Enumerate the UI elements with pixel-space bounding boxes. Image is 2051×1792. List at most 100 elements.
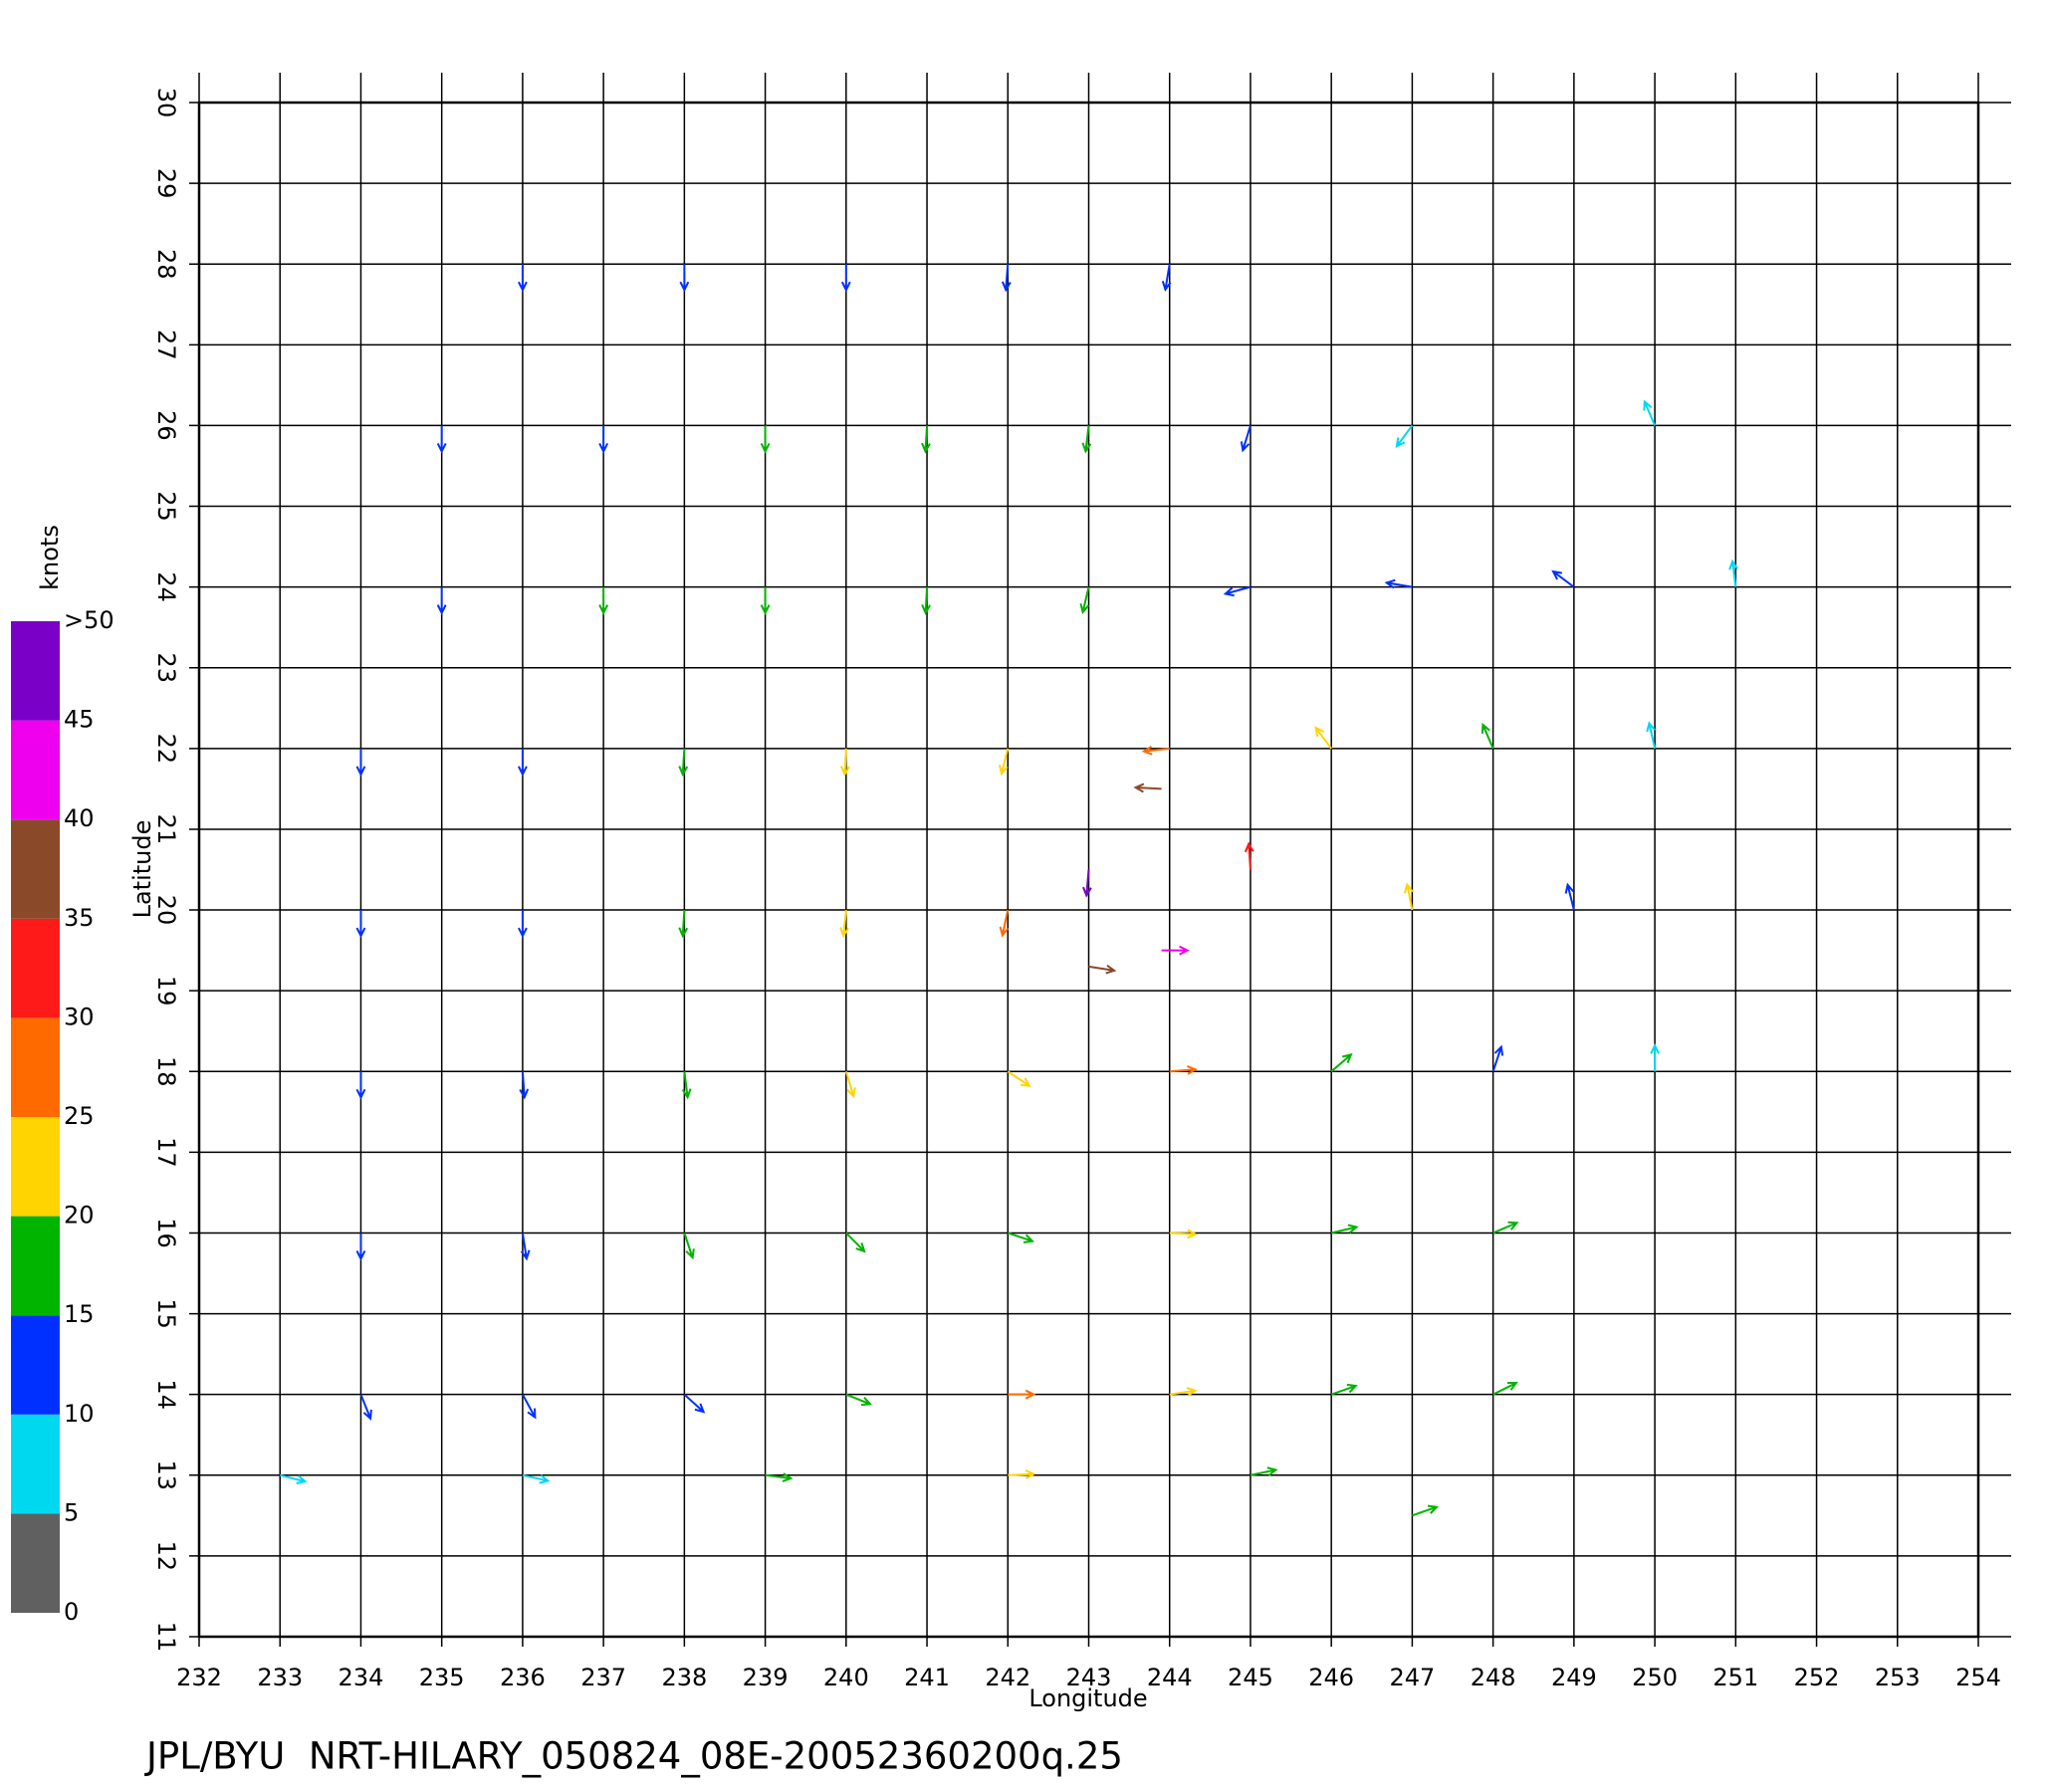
wind-vector	[518, 264, 528, 293]
x-tick-label: 232	[176, 1664, 222, 1691]
colorbar-tick-label: 45	[64, 706, 95, 734]
wind-vector	[1088, 964, 1117, 975]
colorbar-tick-label: 15	[64, 1300, 95, 1328]
wind-vector	[1491, 1044, 1504, 1072]
x-tick-label: 254	[1955, 1664, 2001, 1691]
wind-vector	[1395, 424, 1414, 449]
wind-vector	[1240, 425, 1252, 453]
x-tick-label: 236	[500, 1664, 546, 1691]
wind-vector	[1161, 945, 1190, 956]
colorbar-tick-label: >50	[64, 606, 114, 634]
wind-vector	[844, 1070, 856, 1099]
x-tick-label: 245	[1228, 1664, 1273, 1691]
wind-vector	[518, 910, 528, 939]
wind-vector	[683, 1393, 706, 1414]
y-tick-label: 12	[152, 1541, 180, 1572]
y-tick-label: 11	[152, 1622, 180, 1653]
colorbar-tick-label: 0	[64, 1598, 79, 1626]
wind-vector	[921, 586, 931, 615]
wind-vector	[840, 748, 850, 778]
colorbar-band	[11, 819, 60, 919]
y-tick-label: 19	[152, 976, 180, 1007]
wind-vector	[678, 748, 689, 778]
colorbar-band	[11, 918, 60, 1018]
x-tick-label: 239	[743, 1664, 789, 1691]
x-axis-label: Longitude	[1028, 1684, 1147, 1712]
x-tick-label: 247	[1390, 1664, 1436, 1691]
colorbar-tick-label: 20	[64, 1202, 95, 1230]
wind-vector	[1008, 1389, 1036, 1400]
colorbar-tick-label: 40	[64, 804, 95, 832]
x-tick-label: 249	[1551, 1664, 1597, 1691]
wind-vector	[999, 748, 1010, 777]
wind-vector	[1412, 1504, 1440, 1517]
wind-vector	[1564, 882, 1575, 911]
wind-vector	[598, 425, 609, 454]
wind-vector	[760, 425, 771, 454]
x-tick-label: 251	[1712, 1664, 1758, 1691]
wind-vector	[845, 1232, 866, 1253]
colorbar-tick-label: 10	[64, 1400, 95, 1428]
plot-frame	[197, 101, 1980, 1639]
y-tick-label: 15	[152, 1298, 180, 1329]
wind-vector	[1250, 1466, 1278, 1476]
wind-vector	[1001, 264, 1012, 293]
wind-vector	[1007, 1232, 1035, 1243]
y-tick-label: 16	[152, 1218, 180, 1248]
x-tick-label: 238	[661, 1664, 707, 1691]
x-tick-label: 250	[1632, 1664, 1678, 1691]
wind-vector	[1403, 882, 1414, 911]
wind-vector	[681, 1071, 692, 1100]
y-tick-label: 27	[152, 330, 180, 360]
x-tick-label: 253	[1875, 1664, 1921, 1691]
colorbar-band	[11, 1216, 60, 1316]
colorbar-band	[11, 1017, 60, 1117]
wind-vector	[355, 1232, 366, 1261]
x-tick-label: 240	[823, 1664, 869, 1691]
colorbar-band	[11, 1414, 60, 1514]
wind-vector	[1643, 399, 1657, 426]
wind-vector	[522, 1473, 551, 1484]
y-tick-label: 21	[152, 814, 180, 845]
y-tick-label: 13	[152, 1460, 180, 1491]
wind-vector	[1081, 425, 1092, 454]
wind-vector	[1223, 585, 1252, 597]
y-tick-label: 28	[152, 249, 180, 280]
wind-vector	[760, 586, 771, 615]
wind-vector	[522, 1394, 537, 1420]
colorbar-tick-label: 25	[64, 1102, 95, 1130]
wind-vector	[1141, 745, 1170, 756]
wind-vector	[1169, 1064, 1198, 1075]
wind-vector	[683, 1232, 695, 1260]
wind-vector	[1481, 722, 1494, 750]
wind-vector	[1384, 578, 1413, 589]
wind-vector	[1169, 1229, 1198, 1239]
wind-vector	[1007, 1070, 1031, 1087]
colorbar-band	[11, 1117, 60, 1217]
wind-vector	[598, 586, 609, 615]
wind-vector	[1161, 264, 1172, 293]
y-tick-label: 25	[152, 491, 180, 522]
wind-vector	[1079, 586, 1090, 615]
colorbar-band	[11, 720, 60, 820]
x-tick-label: 246	[1308, 1664, 1354, 1691]
wind-vector	[518, 748, 528, 778]
x-tick-label: 248	[1471, 1664, 1516, 1691]
wind-vector	[1082, 869, 1092, 898]
x-tick-label: 243	[1066, 1664, 1112, 1691]
wind-vector	[1551, 569, 1575, 588]
colorbar-band	[11, 1513, 60, 1613]
y-tick-label: 14	[152, 1379, 180, 1410]
wind-vector	[519, 1071, 530, 1100]
wind-vector	[1330, 1052, 1353, 1073]
wind-vector	[1728, 559, 1738, 587]
colorbar-label: knots	[36, 525, 64, 590]
wind-vector	[355, 1071, 366, 1100]
wind-vector	[839, 909, 849, 939]
wind-vector	[279, 1473, 308, 1485]
colorbar-band	[11, 1315, 60, 1415]
colorbar-tick-label: 35	[64, 904, 95, 932]
wind-vector	[1330, 1224, 1359, 1234]
